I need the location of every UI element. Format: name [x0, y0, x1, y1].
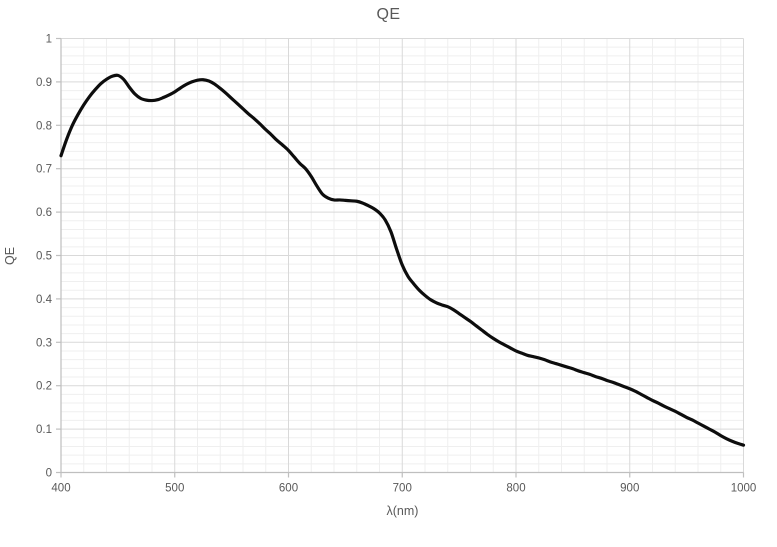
chart-title: QE: [376, 6, 401, 23]
y-tick-label: 0.6: [36, 207, 52, 219]
y-tick-label: 0.7: [36, 164, 52, 176]
x-tick-label: 1000: [731, 483, 757, 495]
y-tick-label: 0.8: [36, 120, 52, 132]
y-tick-label: 0: [46, 468, 52, 480]
x-tick-label: 400: [51, 483, 70, 495]
y-tick-label: 0.2: [36, 381, 52, 393]
y-tick-label: 0.4: [36, 294, 53, 306]
y-tick-label: 0.1: [36, 424, 52, 436]
x-axis-title: λ(nm): [386, 504, 419, 518]
y-axis-title: QE: [3, 246, 17, 266]
y-tick-label: 0.9: [36, 77, 52, 89]
y-tick-label: 1: [46, 34, 52, 46]
x-tick-label: 500: [165, 483, 184, 495]
qe-curve: [59, 73, 746, 447]
y-tick-label: 0.3: [36, 337, 52, 349]
x-tick-label: 600: [279, 483, 298, 495]
x-tick-label: 800: [506, 483, 525, 495]
x-tick-label: 700: [393, 483, 412, 495]
x-tick-label: 900: [620, 483, 639, 495]
y-tick-label: 0.5: [36, 251, 52, 263]
